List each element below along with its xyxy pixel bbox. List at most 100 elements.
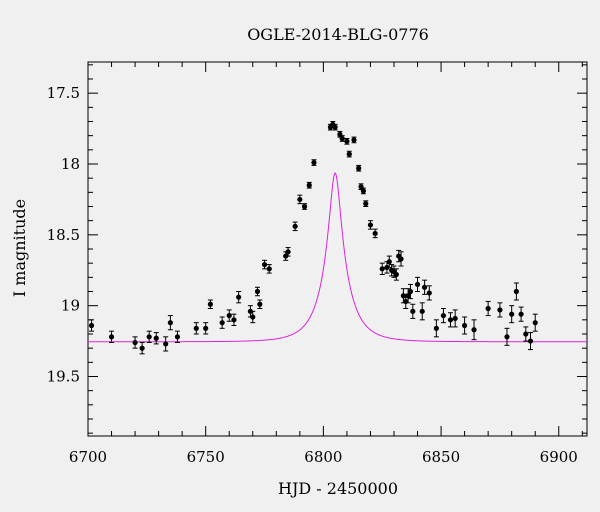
data-marker [301, 203, 308, 210]
data-marker [360, 188, 366, 194]
data-point [504, 327, 510, 346]
data-point [139, 342, 145, 355]
y-tick-label: 19 [61, 297, 80, 315]
data-point [311, 159, 317, 166]
data-point [356, 164, 362, 172]
data-point [108, 330, 115, 343]
data-marker [356, 165, 362, 171]
data-point [363, 200, 369, 207]
data-marker [462, 322, 468, 329]
data-marker [146, 334, 152, 340]
data-marker [219, 320, 225, 326]
data-marker [257, 301, 263, 307]
data-point [254, 286, 261, 297]
data-marker [386, 259, 392, 265]
x-tick-label: 6750 [187, 448, 225, 466]
data-point [167, 315, 173, 331]
data-point [153, 332, 159, 345]
data-marker [311, 159, 317, 166]
data-point [257, 299, 263, 309]
data-point [88, 319, 95, 332]
data-point [509, 305, 515, 324]
data-marker [419, 308, 425, 314]
x-axis-label: HJD - 2450000 [278, 479, 398, 498]
data-marker [433, 325, 439, 331]
data-marker [332, 124, 338, 130]
data-point [207, 299, 213, 309]
data-marker [410, 308, 416, 314]
data-point [523, 326, 529, 342]
y-axis-label: I magnitude [10, 199, 29, 297]
data-point [360, 187, 366, 195]
data-marker [527, 338, 534, 344]
data-point [447, 312, 454, 328]
x-tick-label: 6800 [304, 448, 342, 466]
data-marker [203, 325, 209, 331]
y-tick-label: 18 [61, 155, 80, 173]
data-point [219, 316, 225, 329]
x-tick-label: 6900 [540, 448, 578, 466]
data-marker [440, 312, 447, 319]
data-marker [405, 293, 411, 299]
data-marker [250, 314, 256, 320]
data-marker [367, 222, 374, 228]
data-point [297, 194, 303, 205]
data-marker [372, 230, 378, 237]
data-marker [174, 334, 181, 340]
data-point [426, 285, 432, 301]
data-marker [523, 331, 529, 337]
data-point [372, 228, 378, 239]
data-point [351, 136, 357, 144]
data-marker [398, 256, 404, 262]
data-marker [407, 288, 414, 295]
axis-ticks [87, 62, 587, 436]
data-point [339, 135, 345, 142]
data-marker [88, 322, 95, 329]
data-marker [236, 294, 242, 300]
data-point [193, 322, 199, 335]
data-points-layer [88, 121, 538, 355]
data-marker [306, 182, 312, 188]
x-tick-label: 6850 [422, 448, 460, 466]
data-marker [379, 266, 385, 272]
data-marker [254, 288, 261, 295]
data-point [344, 138, 350, 145]
data-marker [504, 334, 510, 340]
data-point [285, 247, 291, 257]
data-marker [471, 327, 477, 333]
data-marker [163, 341, 169, 347]
data-marker [532, 320, 538, 326]
data-point [421, 279, 428, 295]
data-point [462, 316, 468, 335]
data-point [419, 302, 425, 321]
y-tick-label: 19.5 [47, 368, 80, 386]
model-curve [88, 172, 587, 343]
data-point [452, 309, 458, 328]
data-point [471, 319, 477, 341]
data-point [405, 288, 411, 304]
data-point [250, 310, 256, 324]
data-point [132, 336, 138, 349]
data-marker [226, 312, 232, 319]
data-marker [452, 315, 458, 322]
data-marker [509, 311, 515, 317]
data-marker [351, 137, 357, 143]
data-point [532, 313, 538, 332]
data-point [518, 306, 524, 322]
data-marker [339, 135, 345, 142]
model-curve-layer [88, 172, 587, 343]
data-marker [518, 311, 524, 317]
data-marker [231, 317, 237, 323]
data-marker [426, 290, 432, 296]
data-point [393, 268, 399, 281]
data-marker [344, 138, 350, 144]
data-point [231, 313, 237, 326]
data-point [440, 308, 447, 324]
data-point [367, 220, 374, 230]
data-point [414, 276, 421, 292]
data-marker [167, 320, 173, 326]
data-marker [363, 201, 369, 207]
y-tick-label: 18.5 [47, 226, 80, 244]
